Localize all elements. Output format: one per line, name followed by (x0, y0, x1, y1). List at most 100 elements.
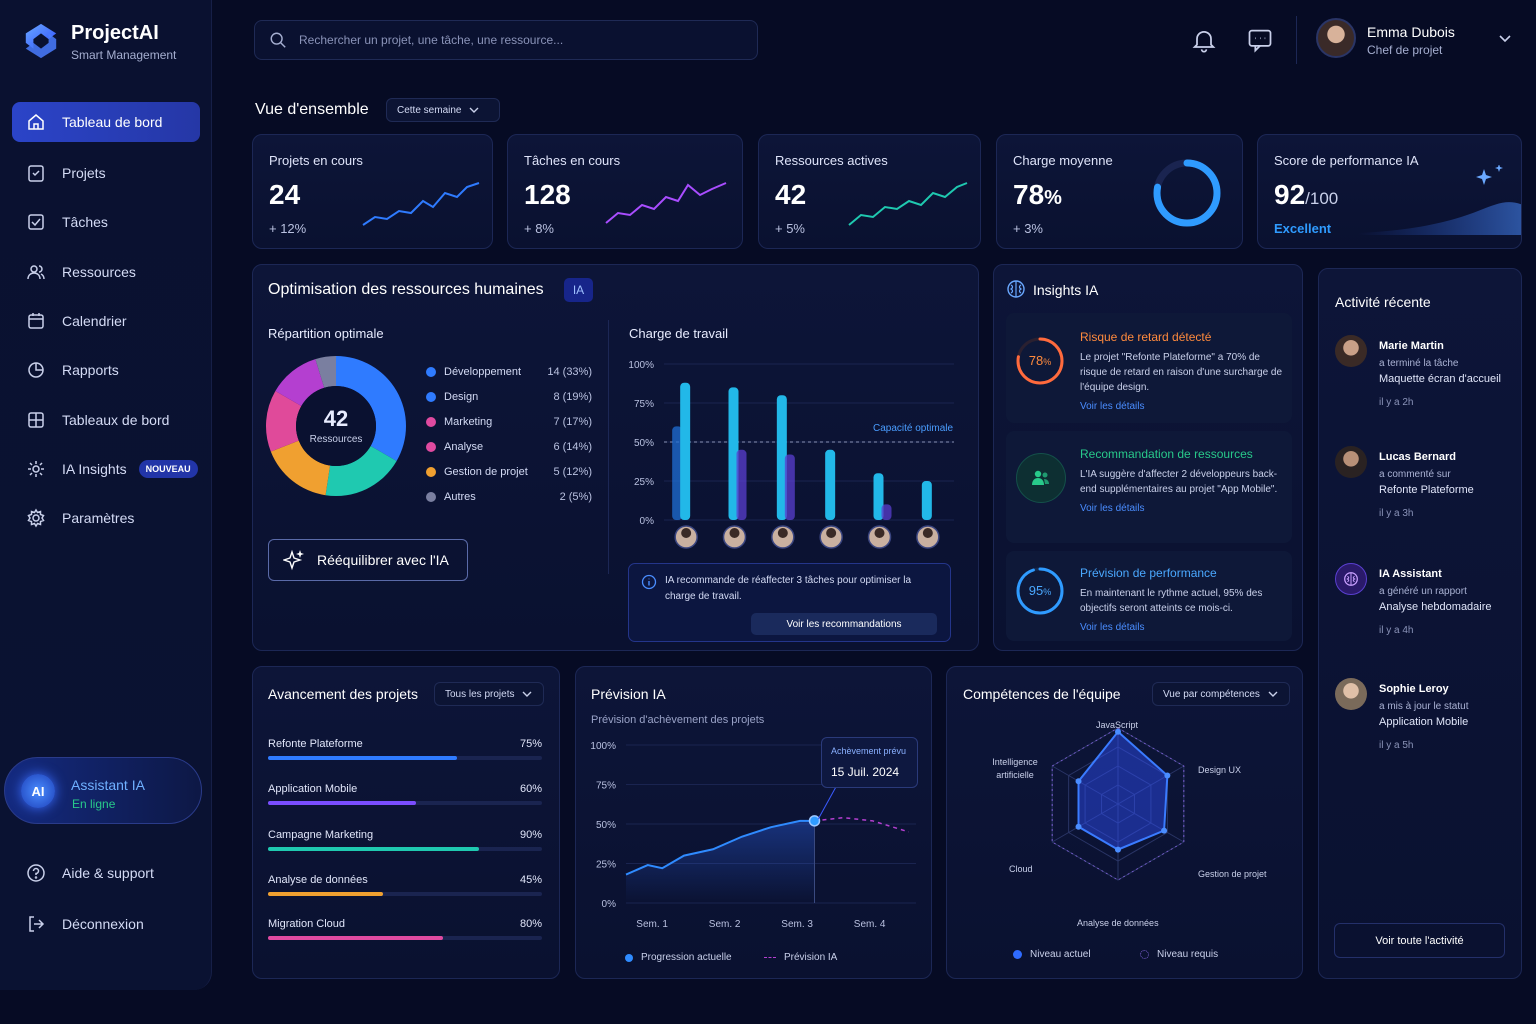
progress-fill (268, 756, 458, 760)
home-icon (28, 114, 44, 130)
kpi-card-projects: Projets en cours 24 + 12% (252, 134, 493, 249)
sidebar: ProjectAI Smart Management Tableau de bo… (0, 0, 212, 990)
workload-bar[interactable] (728, 387, 739, 520)
workload-bar[interactable] (736, 449, 747, 520)
progress-row[interactable]: Refonte Plateforme 75% (268, 738, 542, 760)
progress-row[interactable]: Application Mobile 60% (268, 783, 542, 805)
skills-legend-required: Niveau requis (1140, 949, 1218, 960)
progress-row[interactable]: Campagne Marketing 90% (268, 829, 542, 851)
sidebar-item-label: Tâches (62, 214, 108, 230)
activity-body: Sophie Leroy a mis à jour le statut Appl… (1379, 683, 1515, 751)
view-recommendations-button[interactable]: Voir les recommandations (751, 613, 937, 635)
legend-dot (426, 467, 436, 477)
workload-bar[interactable] (825, 449, 836, 520)
progress-row[interactable]: Migration Cloud 80% (268, 918, 542, 940)
sidebar-item-label: Tableau de bord (62, 114, 163, 130)
hr-title: Optimisation des ressources humaines (268, 281, 544, 298)
actual-area (626, 820, 815, 903)
kpi-value: 78% (1013, 179, 1062, 210)
radar-axis-label: Gestion de projet (1198, 869, 1267, 879)
radar-axis-label: Design UX (1198, 765, 1242, 775)
insight-resources[interactable]: Recommandation de ressources L'IA suggèr… (1006, 431, 1292, 543)
sidebar-item-tasks[interactable]: Tâches (12, 202, 200, 242)
sidebar-item-projects[interactable]: Projets (12, 153, 200, 193)
search-input[interactable]: Rechercher un projet, une tâche, une res… (299, 33, 564, 47)
legend-item: Design 8 (19%) (426, 391, 592, 403)
activity-object: Analyse hebdomadaire (1379, 601, 1492, 613)
checkbox-icon (28, 214, 44, 230)
workload-bar[interactable] (680, 382, 691, 520)
sidebar-item-dashboard[interactable]: Tableau de bord (12, 102, 200, 142)
kpi-label: Charge moyenne (1013, 153, 1113, 168)
sidebar-item-calendar[interactable]: Calendrier (12, 301, 200, 341)
project-filter-select[interactable]: Tous les projets (434, 682, 544, 706)
performance-value: 95% (1028, 583, 1052, 598)
avatar-hair (874, 528, 885, 538)
brain-icon (1007, 280, 1025, 298)
messages-button[interactable] (1246, 26, 1274, 54)
workload-bar[interactable] (776, 395, 787, 520)
sidebar-item-reports[interactable]: Rapports (12, 350, 200, 390)
tooltip-value: 15 Juil. 2024 (831, 765, 900, 779)
insight-link[interactable]: Voir les détails (1080, 622, 1145, 633)
x-tick-label: Sem. 3 (781, 919, 813, 930)
help-link[interactable]: Aide & support (12, 853, 200, 893)
activity-action: a commenté sur (1379, 469, 1451, 480)
workload-bar[interactable] (873, 473, 884, 520)
donut-segment (270, 440, 331, 496)
legend-dot (426, 492, 436, 502)
view-all-activity-button[interactable]: Voir toute l'activité (1334, 923, 1505, 958)
kpi-delta: + 3% (1013, 221, 1043, 236)
filter-value: Tous les projets (445, 688, 515, 700)
sidebar-item-label: IA Insights (62, 461, 127, 477)
app-name: ProjectAI (71, 22, 159, 44)
insight-performance[interactable]: 95% Prévision de performance En maintena… (1006, 551, 1292, 641)
progress-row[interactable]: Analyse de données 45% (268, 874, 542, 896)
brain-icon (1344, 572, 1358, 586)
workload-bar[interactable] (784, 454, 795, 520)
workload-title: Charge de travail (629, 326, 728, 341)
sidebar-item-settings[interactable]: Paramètres (12, 498, 200, 538)
insight-link[interactable]: Voir les détails (1080, 503, 1145, 514)
radar-point (1115, 846, 1121, 853)
radar-axis (1051, 803, 1119, 843)
activity-time: il y a 5h (1379, 740, 1414, 751)
activity-time: il y a 4h (1379, 625, 1414, 636)
workload-bar[interactable] (672, 426, 683, 520)
progress-fill (268, 847, 479, 851)
kpi-delta: + 5% (775, 221, 805, 236)
logout-link[interactable]: Déconnexion (12, 904, 200, 944)
gauge-ring (1153, 159, 1221, 227)
ai-avatar (1335, 563, 1367, 595)
new-badge: NOUVEAU (138, 460, 198, 478)
sidebar-item-boards[interactable]: Tableaux de bord (12, 400, 200, 440)
distribution-title: Répartition optimale (268, 326, 384, 341)
forecast-chart: 100% 75% 50% 25% 0% Sem. 1 Sem. 2 Sem. 3 Sem. 4 (590, 741, 916, 930)
recommendation-text: IA recommande de réaffecter 3 tâches pou… (665, 575, 912, 602)
avatar[interactable] (1316, 18, 1356, 58)
users-icon (27, 265, 45, 280)
workload-bar[interactable] (921, 481, 932, 520)
donut-segment (325, 446, 397, 496)
info-icon (641, 574, 657, 590)
avatar (1335, 335, 1367, 367)
insight-delay-risk[interactable]: 78% Risque de retard détecté Le projet "… (1006, 313, 1292, 423)
rebalance-button[interactable]: Rééquilibrer avec l'IA (268, 539, 468, 581)
assistant-widget[interactable]: AI Assistant IA En ligne (4, 757, 202, 824)
insight-title: Recommandation de ressources (1080, 447, 1253, 461)
search-bar[interactable]: Rechercher un projet, une tâche, une res… (254, 20, 758, 60)
radar-axis-label: Intelligence artificielle (992, 757, 1038, 780)
chevron-down-icon[interactable] (1498, 34, 1512, 44)
insight-link[interactable]: Voir les détails (1080, 401, 1145, 412)
period-select[interactable]: Cette semaine (386, 98, 500, 122)
sidebar-item-ia-insights[interactable]: IA Insights NOUVEAU (12, 449, 200, 489)
y-tick-label: 25% (634, 477, 654, 488)
kpi-delta: + 12% (269, 221, 307, 236)
current-point[interactable] (808, 815, 821, 827)
sidebar-item-resources[interactable]: Ressources (12, 252, 200, 292)
notifications-button[interactable] (1190, 26, 1218, 54)
progress-title: Avancement des projets (268, 686, 418, 702)
workload-bar[interactable] (881, 504, 892, 520)
insight-text: En maintenant le rythme actuel, 95% des … (1080, 588, 1263, 614)
skills-view-select[interactable]: Vue par compétences (1152, 682, 1290, 706)
